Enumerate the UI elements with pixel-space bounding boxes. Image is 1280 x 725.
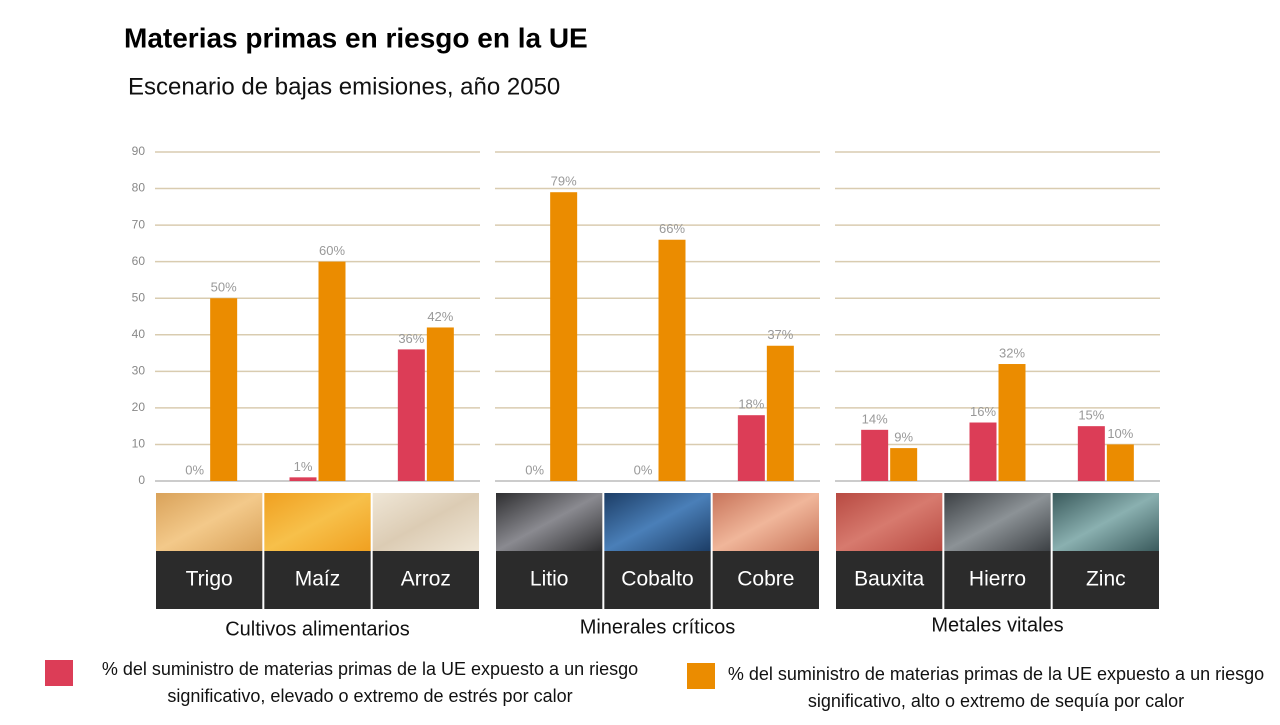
x-tick-label: Cobalto (621, 568, 693, 591)
legend-label: % del suministro de materias primas de l… (102, 659, 638, 706)
x-tick-label: Arroz (401, 568, 451, 591)
group-label: Cultivos alimentarios (225, 618, 410, 640)
bar (397, 349, 425, 481)
value-label: 0% (634, 462, 653, 477)
category-label-box (604, 551, 711, 609)
category-photo (496, 493, 603, 551)
y-tick-label: 10 (132, 437, 146, 451)
y-tick-label: 50 (132, 290, 146, 304)
chart-title: Materias primas en riesgo en la UE (124, 22, 588, 53)
bar (1077, 426, 1105, 481)
y-tick-label: 60 (132, 254, 146, 268)
x-tick-label: Cobre (737, 568, 794, 591)
value-label: 50% (211, 280, 237, 295)
x-tick-label: Trigo (186, 568, 233, 591)
category-photo (156, 493, 263, 551)
value-label: 0% (185, 462, 204, 477)
value-label: 10% (1107, 426, 1133, 441)
value-label: 1% (294, 459, 313, 474)
category-label-box (712, 551, 819, 609)
category-label-box (1052, 551, 1159, 609)
group-label: Metales vitales (931, 614, 1063, 636)
value-label: 37% (767, 327, 793, 342)
value-label: 14% (862, 411, 888, 426)
category-photo (604, 493, 711, 551)
bar (766, 345, 794, 481)
bar (998, 364, 1026, 481)
chart-subtitle: Escenario de bajas emisiones, año 2050 (128, 73, 560, 100)
value-label: 66% (659, 221, 685, 236)
category-label-box (156, 551, 263, 609)
x-tick-label: Maíz (295, 568, 341, 591)
value-label: 42% (427, 309, 453, 324)
y-tick-label: 20 (132, 400, 146, 414)
y-tick-label: 80 (132, 181, 146, 195)
category-photo (712, 493, 819, 551)
value-label: 16% (970, 404, 996, 419)
bar (658, 239, 686, 481)
category-photo (372, 493, 479, 551)
bar (969, 422, 997, 481)
y-tick-label: 40 (132, 327, 146, 341)
category-photo (836, 493, 943, 551)
category-photo (1052, 493, 1159, 551)
x-tick-label: Hierro (969, 568, 1026, 591)
value-label: 9% (894, 430, 913, 445)
group-label: Minerales críticos (580, 616, 736, 638)
category-photo (264, 493, 371, 551)
legend-label: % del suministro de materias primas de l… (728, 664, 1264, 711)
value-label: 36% (398, 331, 424, 346)
y-tick-label: 70 (132, 217, 146, 231)
value-label: 18% (738, 397, 764, 412)
legend-swatch (45, 660, 73, 686)
value-label: 60% (319, 243, 345, 258)
category-label-box (372, 551, 479, 609)
category-photo (944, 493, 1051, 551)
bar (289, 477, 317, 481)
value-label: 79% (551, 174, 577, 189)
bar (890, 448, 918, 481)
bar (210, 298, 238, 481)
value-label: 0% (525, 462, 544, 477)
category-label-box (944, 551, 1051, 609)
bar (737, 415, 765, 481)
bar (861, 429, 889, 481)
bar (550, 192, 578, 481)
bar (426, 327, 454, 481)
category-label-box (264, 551, 371, 609)
category-label-box (836, 551, 943, 609)
bar (318, 261, 346, 481)
category-label-box (496, 551, 603, 609)
y-tick-label: 0 (138, 473, 145, 487)
x-tick-label: Litio (530, 568, 569, 591)
bar (1106, 444, 1134, 481)
x-tick-label: Zinc (1086, 568, 1126, 591)
y-tick-label: 30 (132, 364, 146, 378)
value-label: 15% (1078, 408, 1104, 423)
x-tick-label: Bauxita (854, 568, 924, 591)
value-label: 32% (999, 345, 1025, 360)
legend-swatch (687, 663, 715, 689)
y-tick-label: 90 (132, 144, 146, 158)
